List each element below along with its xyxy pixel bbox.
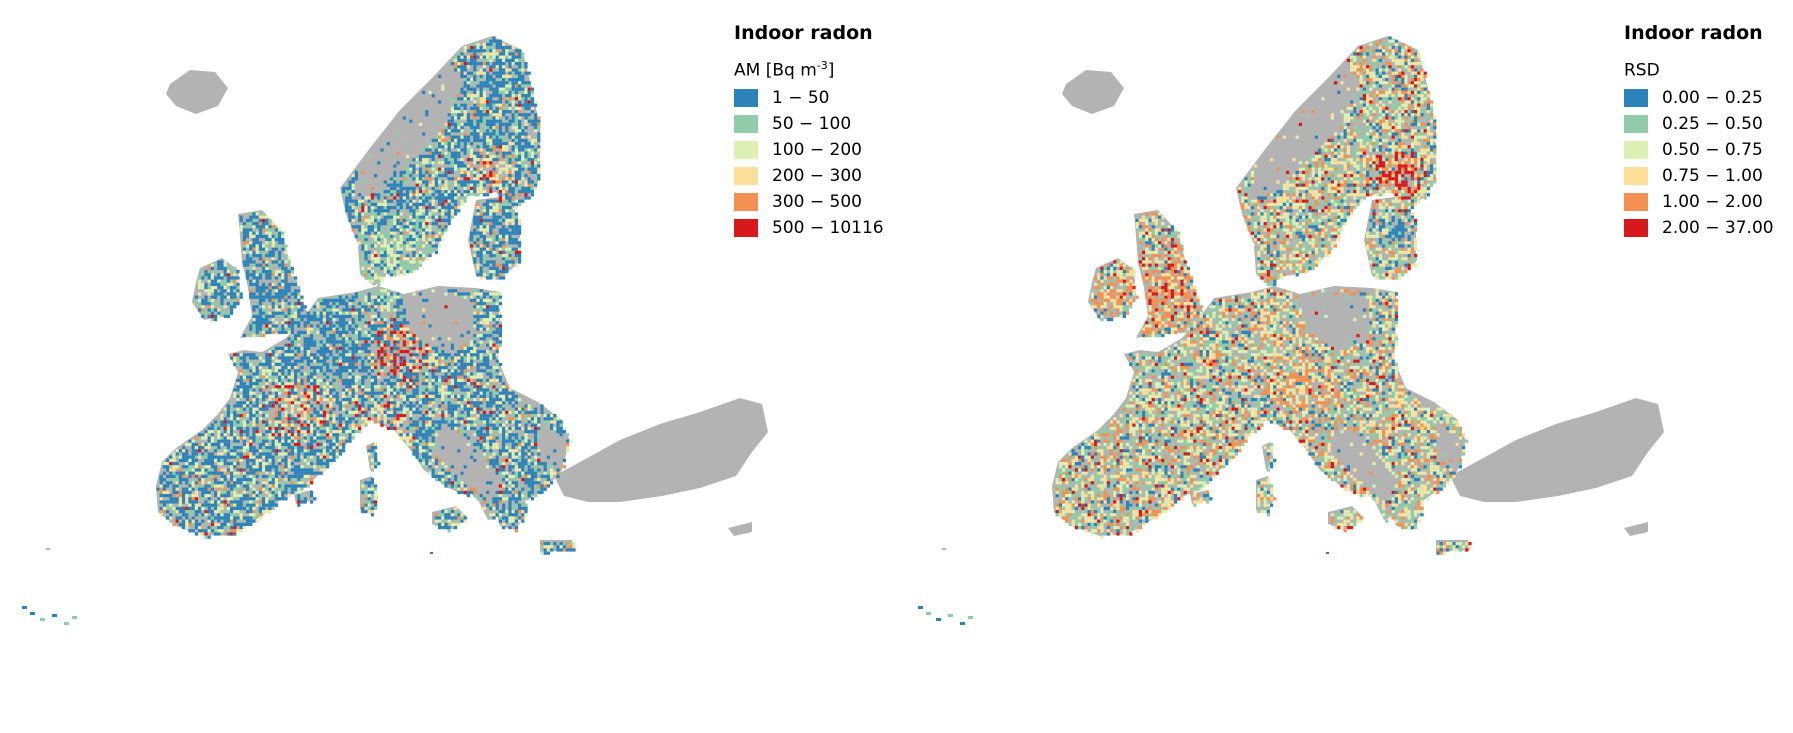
legend-class-2: 50 − 100 (734, 111, 884, 137)
radon-raster-cells (1052, 36, 1472, 555)
map-panel-am: Indoor radon AM [Bq m-3] 1 − 50 50 − 100… (0, 0, 896, 733)
outlying-islands (918, 548, 1329, 625)
legend-class-3: 100 − 200 (734, 137, 884, 163)
legend-swatch (734, 192, 758, 211)
legend-swatch (1624, 88, 1648, 107)
legend-swatch (1624, 140, 1648, 159)
legend-swatch (734, 140, 758, 159)
legend-swatch (1624, 166, 1648, 185)
legend-swatch (734, 114, 758, 133)
legend-swatch (1624, 114, 1648, 133)
land-iceland (166, 70, 228, 114)
land-cyprus (728, 522, 752, 536)
legend-class-5: 1.00 − 2.00 (1624, 189, 1774, 215)
legend-class-4: 200 − 300 (734, 163, 884, 189)
legend-class-2: 0.25 − 0.50 (1624, 111, 1774, 137)
legend-subtitle: AM [Bq m-3] (734, 59, 835, 81)
outlying-islands (22, 548, 433, 625)
legend-swatch (734, 166, 758, 185)
land-iceland (1062, 70, 1124, 114)
legend-subtitle: RSD (1624, 60, 1660, 81)
legend-class-6: 2.00 − 37.00 (1624, 215, 1774, 241)
europe-map-rsd (918, 36, 1664, 625)
land-cyprus (1624, 522, 1648, 536)
map-panel-rsd: Indoor radon RSD 0.00 − 0.25 0.25 − 0.50… (896, 0, 1792, 733)
legend-swatch (734, 88, 758, 107)
legend-class-6: 500 − 10116 (734, 215, 884, 241)
europe-map-am (22, 36, 768, 625)
legend-am: Indoor radon AM [Bq m-3] 1 − 50 50 − 100… (734, 22, 884, 241)
legend-class-4: 0.75 − 1.00 (1624, 163, 1774, 189)
legend-class-3: 0.50 − 0.75 (1624, 137, 1774, 163)
legend-rsd: Indoor radon RSD 0.00 − 0.25 0.25 − 0.50… (1624, 22, 1774, 241)
legend-class-1: 0.00 − 0.25 (1624, 85, 1774, 111)
legend-title: Indoor radon (734, 22, 873, 44)
legend-class-5: 300 − 500 (734, 189, 884, 215)
radon-raster-cells (156, 36, 576, 555)
legend-swatch (1624, 192, 1648, 211)
legend-class-1: 1 − 50 (734, 85, 884, 111)
legend-title: Indoor radon (1624, 22, 1763, 44)
legend-swatch (1624, 218, 1648, 237)
land-turkey (1450, 398, 1664, 502)
land-turkey (554, 398, 768, 502)
legend-swatch (734, 218, 758, 237)
